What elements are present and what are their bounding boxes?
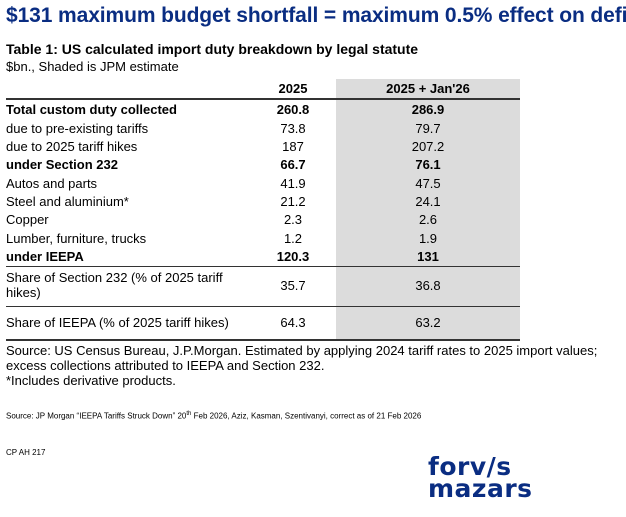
value-2025-jan26: 24.1	[415, 194, 441, 209]
reference-code: CP AH 217	[6, 448, 46, 457]
value-2025-jan26: 286.9	[411, 102, 445, 117]
column-header-2025: 2025	[278, 81, 308, 96]
logo-line-1: forv/s	[428, 452, 512, 481]
estimate-shading	[336, 79, 520, 340]
source-note: Source: US Census Bureau, J.P.Morgan. Es…	[6, 343, 606, 388]
row-label: Copper	[6, 212, 49, 227]
fine-print-sup: th	[186, 411, 192, 417]
row-label: Total custom duty collected	[6, 102, 177, 117]
value-2025-jan26: 36.8	[415, 278, 441, 293]
value-2025: 2.3	[283, 212, 303, 227]
value-2025: 41.9	[280, 176, 306, 191]
value-2025-jan26: 79.7	[415, 121, 441, 136]
row-divider	[6, 266, 520, 267]
value-2025-jan26: 207.2	[411, 139, 445, 154]
value-2025-jan26: 1.9	[418, 231, 438, 246]
row-label: due to 2025 tariff hikes	[6, 139, 138, 154]
row-label: Autos and parts	[6, 176, 98, 191]
row-label: due to pre-existing tariffs	[6, 121, 149, 136]
header-rule	[6, 98, 520, 100]
value-2025-jan26: 63.2	[415, 315, 441, 330]
value-2025: 35.7	[280, 278, 306, 293]
table-subtitle: $bn., Shaded is JPM estimate	[6, 59, 179, 74]
headline: $131 maximum budget shortfall = maximum …	[6, 4, 626, 27]
value-2025-jan26: 131	[417, 249, 439, 264]
footnote-text: *Includes derivative products.	[6, 373, 176, 388]
row-label: Lumber, furniture, trucks	[6, 231, 147, 246]
fine-print-source: Source: JP Morgan “IEEPA Tariffs Struck …	[6, 411, 421, 421]
brand-logo: forv/s mazars	[428, 452, 538, 503]
table-title: Table 1: US calculated import duty break…	[6, 41, 419, 57]
table-bottom-rule	[6, 339, 520, 341]
logo-line-2: mazars	[428, 474, 533, 503]
value-2025: 21.2	[280, 194, 306, 209]
value-2025: 64.3	[280, 315, 306, 330]
source-text: Source: US Census Bureau, J.P.Morgan. Es…	[6, 343, 598, 373]
column-header-2025-jan26: 2025 + Jan'26	[386, 81, 470, 96]
value-2025: 120.3	[276, 249, 310, 264]
row-label: Share of IEEPA (% of 2025 tariff hikes)	[6, 315, 229, 330]
value-2025: 73.8	[280, 121, 306, 136]
fine-print-part: Source: JP Morgan “IEEPA Tariffs Struck …	[6, 411, 187, 421]
value-2025: 260.8	[276, 102, 310, 117]
value-2025-jan26: 2.6	[418, 212, 438, 227]
row-label: Share of Section 232 (% of 2025 tariff h…	[6, 270, 223, 300]
value-2025: 187	[282, 139, 304, 154]
value-2025-jan26: 47.5	[415, 176, 441, 191]
value-2025: 66.7	[280, 157, 306, 172]
value-2025: 1.2	[283, 231, 303, 246]
row-label: Steel and aluminium*	[6, 194, 129, 209]
fine-print-part: Feb 2026, Aziz, Kasman, Szentivanyi, cor…	[191, 411, 422, 421]
row-divider	[6, 306, 520, 307]
value-2025-jan26: 76.1	[415, 157, 441, 172]
row-label: under IEEPA	[6, 249, 84, 264]
row-label: under Section 232	[6, 157, 118, 172]
